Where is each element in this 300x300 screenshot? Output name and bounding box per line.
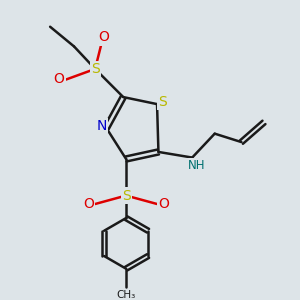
Text: S: S (91, 62, 100, 76)
Text: CH₃: CH₃ (116, 290, 136, 300)
Text: O: O (54, 72, 64, 86)
Text: O: O (158, 197, 169, 211)
Text: S: S (122, 189, 130, 202)
Text: S: S (158, 95, 167, 109)
Text: O: O (83, 197, 94, 211)
Text: N: N (97, 119, 107, 133)
Text: NH: NH (188, 159, 205, 172)
Text: O: O (98, 30, 109, 44)
